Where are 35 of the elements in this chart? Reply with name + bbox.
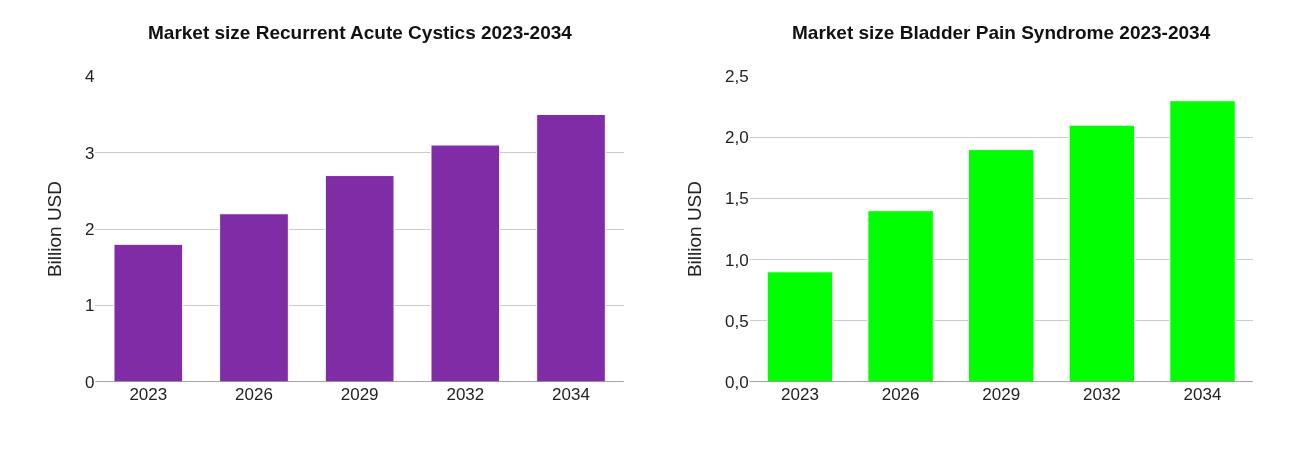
- x-tick-label: 2034: [552, 384, 590, 404]
- bar: [1169, 100, 1236, 382]
- bar: [430, 144, 501, 382]
- x-tick-label: 2029: [982, 384, 1021, 404]
- y-tick-label: 3: [85, 143, 95, 163]
- bar: [113, 243, 184, 382]
- x-tick-label: 2026: [235, 384, 273, 404]
- y-tick-label: 2: [85, 219, 95, 239]
- y-tick-label: 0,0: [725, 372, 749, 392]
- x-tick-label: 2023: [129, 384, 168, 404]
- bar: [324, 175, 395, 382]
- bar: [536, 113, 606, 382]
- x-tick-label: 2032: [446, 384, 485, 404]
- bar: [766, 271, 834, 382]
- y-tick-label: 1,5: [725, 189, 749, 209]
- chart-title: Market size Bladder Pain Syndrome 2023-2034: [792, 22, 1211, 43]
- y-tick-label: 2,5: [725, 67, 749, 87]
- y-axis-title: Billion USD: [683, 180, 705, 278]
- y-tick-label: 0,5: [725, 311, 749, 331]
- x-tick-label: 2026: [881, 384, 920, 404]
- bar: [219, 213, 289, 382]
- y-tick-label: 0: [85, 372, 95, 392]
- x-tick-label: 2032: [1082, 384, 1121, 404]
- bar: [1068, 124, 1136, 382]
- y-tick-label: 2,0: [725, 128, 749, 148]
- y-tick-label: 1,0: [725, 250, 749, 270]
- x-tick-label: 2029: [340, 384, 379, 404]
- chart-title: Market size Recurrent Acute Cystics 2023-2034: [148, 22, 573, 43]
- bar: [968, 149, 1035, 382]
- bar: [867, 210, 934, 382]
- y-tick-label: 1: [85, 296, 95, 316]
- x-tick-label: 2023: [781, 384, 819, 404]
- y-axis-title: Billion USD: [43, 180, 65, 278]
- x-tick-label: 2034: [1183, 384, 1222, 404]
- y-tick-label: 4: [85, 67, 95, 87]
